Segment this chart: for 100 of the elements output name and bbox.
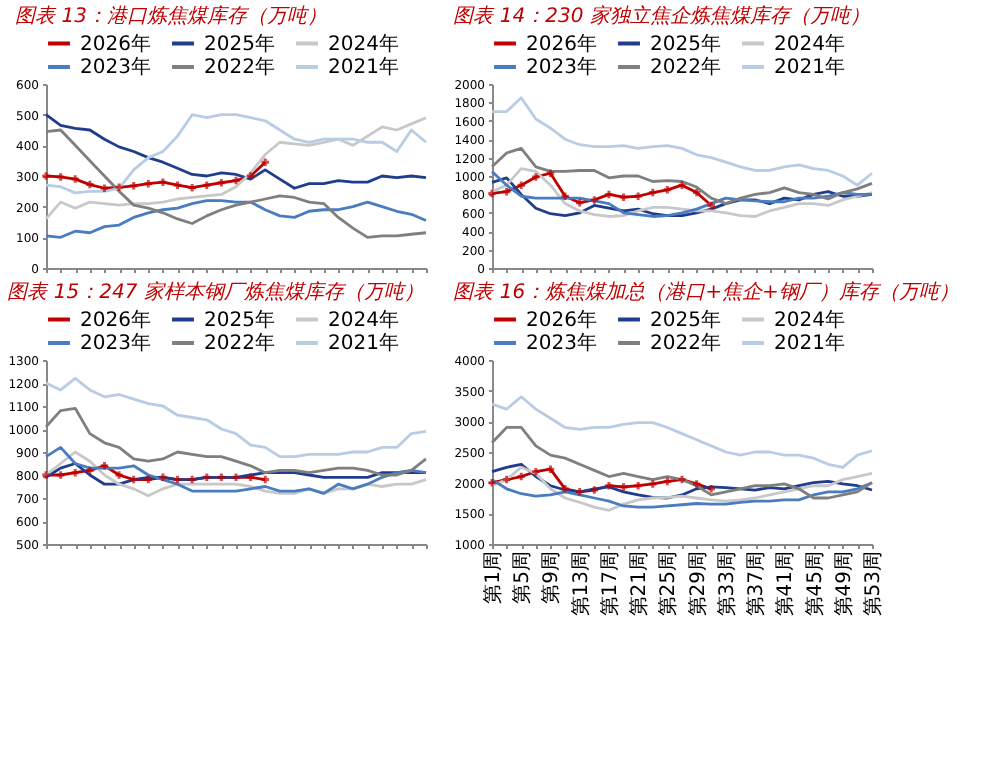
chart-title: 图表 14：230 家独立焦企炼焦煤库存（万吨） [453, 4, 870, 28]
legend-label: 2023年 [526, 55, 597, 79]
point [678, 181, 686, 189]
line-series [490, 96, 874, 187]
point [115, 183, 123, 192]
legend-label: 2022年 [650, 331, 721, 355]
point [575, 488, 584, 496]
point [546, 169, 555, 177]
legend-label: 2021年 [328, 331, 399, 355]
point [261, 475, 269, 484]
point [217, 179, 226, 187]
x-tick-label: 第5周 [510, 551, 535, 604]
point [605, 481, 613, 490]
point [502, 187, 511, 196]
point [159, 473, 167, 482]
point [86, 180, 94, 189]
legend-label: 2025年 [650, 307, 721, 332]
point [649, 188, 657, 197]
point [605, 190, 613, 199]
line-series [490, 462, 874, 500]
legend-label: 2024年 [328, 307, 399, 332]
point [71, 468, 79, 477]
point [517, 181, 525, 189]
point [634, 192, 642, 200]
line-series [44, 199, 428, 239]
point [188, 475, 196, 484]
point [707, 485, 715, 493]
x-tick-label: 第25周 [656, 551, 681, 617]
x-tick-label: 第41周 [773, 551, 798, 617]
legend-label: 2024年 [774, 31, 845, 56]
legend-label: 2025年 [204, 307, 275, 332]
legend-label: 2021年 [774, 331, 845, 355]
point [663, 186, 672, 194]
point [173, 475, 182, 484]
legend-label: 2026年 [526, 307, 597, 332]
line-series [490, 465, 874, 512]
point [203, 181, 211, 189]
point [100, 184, 109, 193]
point [100, 462, 109, 470]
x-tick-label: 第37周 [744, 551, 769, 617]
point [561, 192, 569, 200]
x-tick-label: 第21周 [627, 551, 652, 617]
x-tick-label: 第53周 [861, 551, 885, 617]
point [634, 481, 642, 490]
point [56, 173, 65, 181]
x-tick-label: 第9周 [539, 551, 564, 604]
point [173, 181, 182, 189]
line-series [490, 478, 874, 509]
point [144, 475, 153, 484]
legend-label: 2025年 [650, 31, 721, 56]
point [246, 473, 255, 482]
chart-title: 图表 16：炼焦煤加总（港口+焦企+钢厂）库存（万吨） [453, 280, 959, 304]
legend-label: 2026年 [526, 31, 597, 56]
x-tick-label: 第17周 [597, 551, 622, 617]
legend-label: 2023年 [526, 331, 597, 355]
point [144, 179, 153, 188]
legend-label: 2024年 [328, 31, 399, 56]
point [71, 175, 79, 183]
point [532, 467, 540, 476]
x-tick-label: 第29周 [685, 551, 710, 617]
legend-label: 2025年 [204, 31, 275, 56]
point [532, 173, 540, 181]
chart-title: 图表 13：港口炼焦煤库存（万吨） [15, 4, 327, 28]
x-tick-label: 第33周 [714, 551, 739, 617]
point [203, 473, 211, 482]
point [261, 158, 269, 166]
x-tick-label: 第1周 [481, 551, 505, 604]
point [692, 188, 701, 197]
legend-label: 2026年 [80, 31, 151, 56]
point [115, 471, 123, 479]
point [517, 472, 525, 481]
legend-label: 2021年 [328, 55, 399, 79]
line-series [44, 377, 428, 458]
x-tick-label: 第13周 [568, 551, 593, 617]
point [188, 183, 196, 192]
point [159, 178, 167, 186]
legend-label: 2024年 [774, 307, 845, 332]
legend-label: 2022年 [650, 55, 721, 79]
point [649, 480, 657, 488]
legend-label: 2023年 [80, 55, 151, 79]
point [692, 480, 701, 488]
point [663, 477, 672, 486]
legend-label: 2021年 [774, 55, 845, 79]
line-series [44, 462, 428, 486]
legend-label: 2022年 [204, 55, 275, 79]
point [590, 196, 599, 204]
line-series [42, 158, 269, 193]
point [488, 189, 496, 198]
point [590, 486, 599, 494]
point [502, 475, 511, 484]
point [129, 475, 138, 484]
point [561, 485, 569, 493]
point [546, 465, 555, 473]
point [619, 483, 628, 491]
point [707, 201, 715, 210]
legend-label: 2023年 [80, 331, 151, 355]
point [217, 473, 226, 482]
legend-label: 2026年 [80, 307, 151, 332]
point [129, 182, 138, 190]
point [619, 193, 628, 201]
